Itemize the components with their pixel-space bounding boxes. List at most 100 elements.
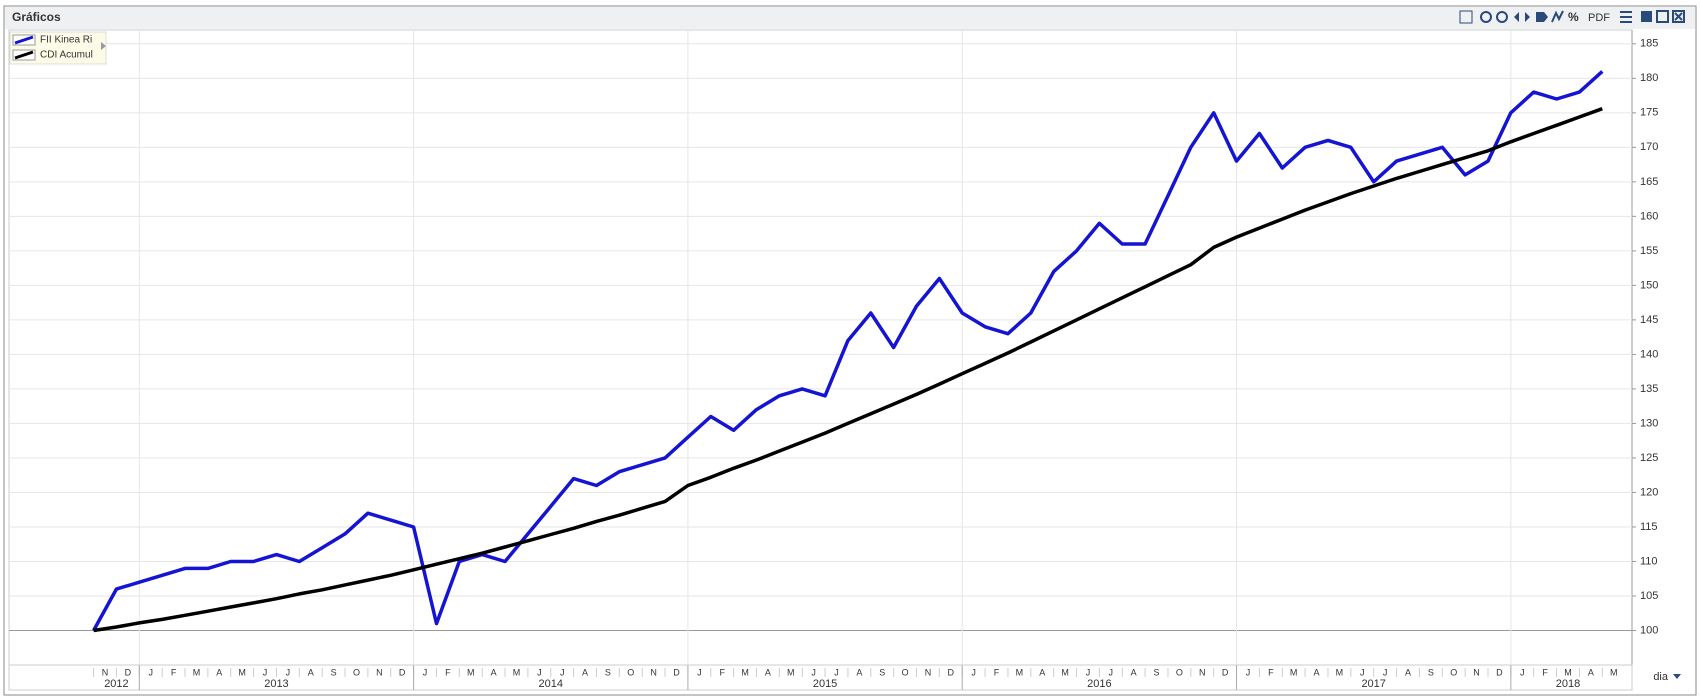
x-month-label: J xyxy=(1520,667,1525,677)
percent-icon[interactable]: % xyxy=(1568,10,1579,24)
x-month-label: J xyxy=(1086,667,1091,677)
y-tick-label: 135 xyxy=(1640,383,1658,395)
period-arrow[interactable] xyxy=(1673,674,1681,679)
tag-icon[interactable] xyxy=(1536,12,1548,22)
series-line xyxy=(92,70,1604,632)
x-month-label: S xyxy=(1428,667,1434,677)
x-month-label: A xyxy=(1131,667,1137,677)
pdf-button[interactable]: PDF xyxy=(1588,12,1610,24)
x-year-label: 2018 xyxy=(1556,678,1580,690)
x-year-label: 2015 xyxy=(813,678,837,690)
plot-area xyxy=(8,29,1633,666)
x-month-label: N xyxy=(925,667,932,677)
x-year-label: 2016 xyxy=(1087,678,1111,690)
zoom-out-icon[interactable] xyxy=(1496,11,1508,23)
x-month-label: A xyxy=(216,667,222,677)
x-month-label: J xyxy=(286,667,291,677)
legend-swatch-line xyxy=(14,50,34,60)
x-month-label: D xyxy=(1222,667,1229,677)
x-month-label: M xyxy=(1336,667,1344,677)
x-month-label: N xyxy=(376,667,383,677)
x-year-label: 2012 xyxy=(104,678,128,690)
x-month-label: O xyxy=(1176,667,1183,677)
x-month-label: N xyxy=(1473,667,1480,677)
x-month-label: J xyxy=(263,667,268,677)
y-tick-label: 170 xyxy=(1640,141,1658,153)
y-tick-label: 150 xyxy=(1640,279,1658,291)
x-month-label: O xyxy=(902,667,909,677)
y-tick-label: 110 xyxy=(1640,555,1658,567)
x-year-label: 2013 xyxy=(264,678,288,690)
y-tick-label: 160 xyxy=(1640,210,1658,222)
x-month-label: D xyxy=(125,667,132,677)
period-selector[interactable]: dia xyxy=(1653,671,1669,683)
x-month-label: M xyxy=(238,667,246,677)
x-month-label: N xyxy=(650,667,657,677)
minimize-icon[interactable] xyxy=(1641,11,1652,22)
x-month-label: J xyxy=(148,667,153,677)
x-month-label: D xyxy=(1496,667,1503,677)
series-line xyxy=(93,107,1603,633)
x-month-label: M xyxy=(1290,667,1298,677)
x-month-label: M xyxy=(1564,667,1572,677)
y-tick-label: 100 xyxy=(1640,624,1658,636)
x-month-label: F xyxy=(1542,667,1548,677)
y-tick-label: 165 xyxy=(1640,176,1658,188)
x-month-label: S xyxy=(331,667,337,677)
x-month-label: M xyxy=(1061,667,1069,677)
menu-icon[interactable] xyxy=(1620,11,1632,23)
x-month-label: J xyxy=(971,667,976,677)
pan-icon[interactable] xyxy=(1514,12,1530,22)
x-month-label: F xyxy=(1268,667,1274,677)
x-month-label: S xyxy=(879,667,885,677)
x-month-label: N xyxy=(1199,667,1206,677)
window-title: Gráficos xyxy=(12,10,61,24)
x-month-label: A xyxy=(1588,667,1594,677)
y-tick-label: 180 xyxy=(1640,72,1658,84)
x-month-label: J xyxy=(423,667,428,677)
x-month-label: M xyxy=(193,667,201,677)
x-month-label: J xyxy=(1360,667,1365,677)
x-month-label: N xyxy=(102,667,109,677)
x-month-label: M xyxy=(467,667,475,677)
zoom-in-icon[interactable] xyxy=(1480,11,1492,23)
x-month-label: D xyxy=(673,667,680,677)
x-month-label: F xyxy=(994,667,1000,677)
x-month-label: J xyxy=(1383,667,1388,677)
x-month-label: S xyxy=(605,667,611,677)
y-tick-label: 120 xyxy=(1640,486,1658,498)
x-month-label: M xyxy=(513,667,521,677)
close-icon[interactable] xyxy=(1672,10,1685,23)
y-tick-label: 155 xyxy=(1640,245,1658,257)
x-month-label: D xyxy=(399,667,406,677)
restore-icon[interactable] xyxy=(1656,10,1669,23)
x-month-label: J xyxy=(834,667,839,677)
toolbar: % PDF xyxy=(1459,10,1685,24)
x-month-label: A xyxy=(1405,667,1411,677)
zoom-icon[interactable] xyxy=(1459,10,1473,24)
x-month-label: A xyxy=(1314,667,1320,677)
legend: FII Kinea Ri CDI Acumul xyxy=(9,31,107,65)
y-tick-label: 175 xyxy=(1640,107,1658,119)
x-month-label: J xyxy=(537,667,542,677)
x-month-label: M xyxy=(741,667,749,677)
x-month-label: F xyxy=(445,667,451,677)
x-month-label: A xyxy=(856,667,862,677)
title-bar xyxy=(5,7,1695,29)
y-tick-label: 185 xyxy=(1640,38,1658,50)
chart-type-icon[interactable] xyxy=(1551,10,1564,23)
x-year-label: 2014 xyxy=(539,678,563,690)
legend-swatch-line xyxy=(14,35,34,45)
x-month-label: A xyxy=(1039,667,1045,677)
x-month-label: F xyxy=(719,667,725,677)
x-month-label: J xyxy=(811,667,816,677)
y-tick-label: 105 xyxy=(1640,590,1658,602)
x-month-label: O xyxy=(627,667,634,677)
x-month-label: J xyxy=(697,667,702,677)
x-month-label: M xyxy=(1610,667,1618,677)
y-tick-label: 145 xyxy=(1640,314,1658,326)
x-month-label: A xyxy=(308,667,314,677)
x-month-label: M xyxy=(1016,667,1024,677)
